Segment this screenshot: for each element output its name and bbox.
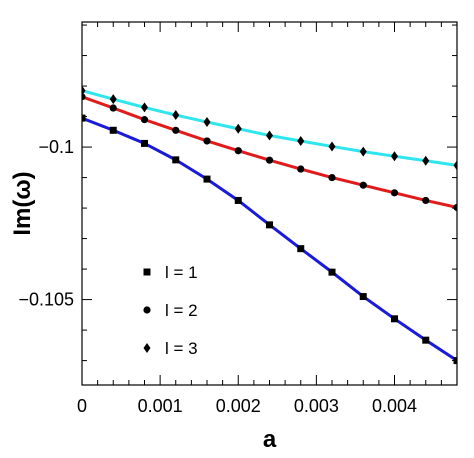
data-point xyxy=(82,93,86,101)
data-point xyxy=(109,94,117,105)
data-point xyxy=(203,117,211,128)
data-point xyxy=(390,189,399,197)
data-point xyxy=(453,203,457,212)
data-point xyxy=(422,196,430,205)
data-point xyxy=(203,175,211,183)
data-point xyxy=(328,268,336,276)
series-line xyxy=(82,95,457,209)
x-tick-label: 0.004 xyxy=(372,396,417,416)
data-point xyxy=(422,336,430,344)
data-point xyxy=(265,156,274,164)
data-point xyxy=(109,104,117,112)
data-point xyxy=(234,123,242,134)
x-tick-label: 0.003 xyxy=(294,396,339,416)
data-point xyxy=(140,116,149,124)
y-axis-title: Im(ω) xyxy=(9,171,36,235)
series-line xyxy=(82,89,457,167)
data-point xyxy=(328,173,336,182)
x-tick-label: 0.001 xyxy=(138,396,183,416)
data-point xyxy=(82,85,86,96)
data-point xyxy=(453,160,457,171)
data-point xyxy=(203,137,211,145)
data-point xyxy=(359,181,367,189)
data-point xyxy=(297,165,305,173)
series-2 xyxy=(82,93,457,212)
data-point xyxy=(422,155,430,166)
data-point xyxy=(328,141,336,152)
data-point xyxy=(234,196,242,204)
data-point xyxy=(391,315,398,323)
data-point xyxy=(359,293,367,301)
series-1 xyxy=(82,114,457,365)
data-point xyxy=(297,135,305,146)
data-point xyxy=(391,151,398,162)
legend-label: l = 3 xyxy=(165,339,198,358)
y-tick-label: −0.105 xyxy=(18,290,74,310)
plot-frame xyxy=(81,21,458,386)
data-point xyxy=(297,245,305,253)
data-point xyxy=(234,147,242,155)
data-point xyxy=(359,146,367,157)
legend-marker xyxy=(143,343,151,353)
data-point xyxy=(141,139,148,147)
series-line xyxy=(82,116,457,362)
legend-label: l = 2 xyxy=(165,301,198,320)
data-point xyxy=(266,221,273,229)
x-axis-title: a xyxy=(263,426,277,453)
y-tick-label: −0.1 xyxy=(38,137,74,157)
data-point xyxy=(82,114,86,122)
legend-marker xyxy=(143,306,151,314)
data-point xyxy=(266,130,273,141)
axis-ticks: 0 0.001 0.002 0.003 0.004 −0.1 −0.105 xyxy=(18,22,458,416)
legend-label: l = 1 xyxy=(165,263,198,282)
data-point xyxy=(141,102,148,113)
legend: l = 1 l = 2 l = 3 xyxy=(143,263,198,358)
legend-marker xyxy=(143,268,151,276)
x-tick-label: 0 xyxy=(77,396,87,416)
data-point xyxy=(172,126,180,134)
data-point xyxy=(172,110,180,121)
series-3 xyxy=(82,85,457,171)
data-point xyxy=(172,156,180,164)
x-tick-label: 0.002 xyxy=(216,396,261,416)
plot-area xyxy=(82,85,457,365)
data-point xyxy=(109,126,117,134)
